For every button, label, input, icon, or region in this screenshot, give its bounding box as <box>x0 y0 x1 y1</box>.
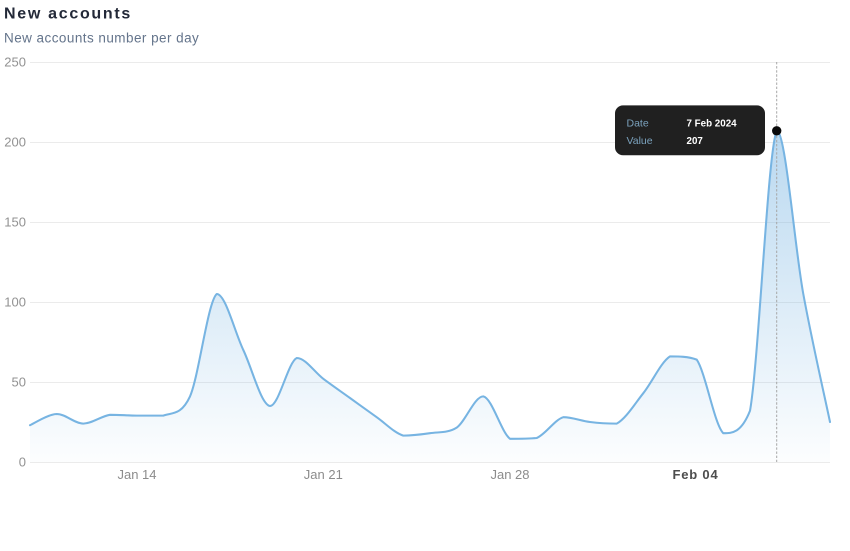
svg-text:7 Feb 2024: 7 Feb 2024 <box>687 118 738 129</box>
svg-text:Jan 28: Jan 28 <box>490 467 529 482</box>
svg-text:100: 100 <box>4 295 26 310</box>
svg-text:New accounts number per day: New accounts number per day <box>4 31 199 46</box>
svg-text:Jan 14: Jan 14 <box>117 467 156 482</box>
svg-text:Value: Value <box>627 135 653 147</box>
svg-text:0: 0 <box>19 455 26 470</box>
svg-text:Date: Date <box>627 117 649 129</box>
svg-text:207: 207 <box>687 136 704 147</box>
svg-text:150: 150 <box>4 215 26 230</box>
svg-text:250: 250 <box>4 55 26 70</box>
svg-text:Jan 21: Jan 21 <box>304 467 343 482</box>
svg-text:New accounts: New accounts <box>4 6 132 23</box>
svg-text:50: 50 <box>12 375 26 390</box>
svg-text:200: 200 <box>4 135 26 150</box>
svg-text:Feb 04: Feb 04 <box>673 467 719 482</box>
